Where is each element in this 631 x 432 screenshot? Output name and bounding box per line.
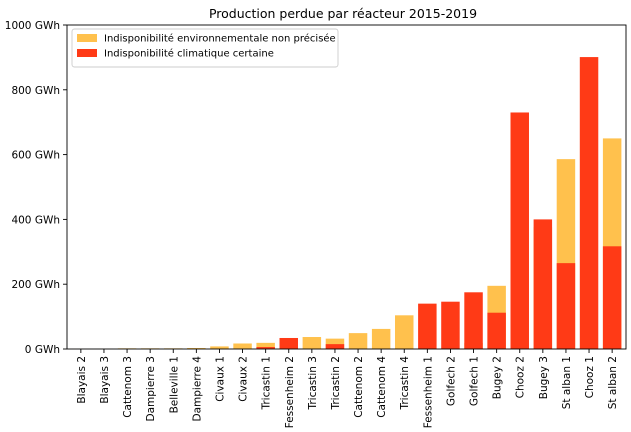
x-tick-label: Fessenheim 1	[422, 356, 434, 428]
x-tick-label: Fessenheim 2	[284, 356, 296, 428]
y-tick-label: 400 GWh	[11, 214, 60, 226]
bars-layer	[71, 57, 622, 350]
bar-environnementale-6	[210, 346, 229, 349]
bar-environnementale-8	[256, 342, 275, 349]
x-tick-label: Dampierre 3	[145, 356, 157, 422]
bar-environnementale-11	[325, 338, 345, 349]
bar-climatique-9	[279, 337, 298, 349]
bar-climatique-18	[487, 312, 506, 349]
x-axis: Blayais 2 Blayais 3 Cattenom 3 Dampierre 3 B…	[76, 349, 619, 428]
y-tick-label: 600 GWh	[11, 150, 60, 162]
x-tick-label: Civaux 1	[214, 356, 226, 402]
legend-swatch-0	[77, 34, 97, 42]
bar-climatique-15	[418, 303, 437, 349]
bar-climatique-20	[533, 219, 553, 349]
x-tick-label: St alban 1	[561, 356, 573, 409]
bar-climatique-22	[579, 57, 599, 350]
x-tick-label: Tricastin 3	[307, 356, 319, 411]
x-tick-label: Golfech 2	[445, 356, 457, 406]
x-tick-label: Tricastin 1	[261, 356, 273, 411]
x-tick-label: Bugey 2	[492, 356, 504, 399]
y-tick-label: 0 GWh	[25, 344, 60, 356]
x-tick-label: Dampierre 4	[191, 356, 203, 422]
x-tick-label: Civaux 2	[238, 356, 250, 402]
bar-climatique-23	[602, 246, 622, 349]
bar-climatique-17	[464, 292, 483, 349]
bar-climatique-11	[325, 344, 345, 349]
bar-environnementale-13	[371, 328, 391, 349]
bar-environnementale-12	[348, 333, 368, 349]
bar-environnementale-7	[233, 343, 252, 349]
bar-climatique-16	[441, 301, 460, 349]
bar-environnementale-10	[302, 337, 322, 349]
bar-environnementale-5	[187, 348, 206, 349]
bar-environnementale-14	[395, 315, 414, 349]
x-tick-label: Chooz 1	[584, 356, 596, 398]
x-tick-label: Cattenom 4	[376, 356, 388, 418]
x-tick-label: Blayais 2	[76, 356, 88, 404]
y-axis: 0 GWh 200 GWh 400 GWh 600 GWh 800 GWh 1000 GW…	[5, 20, 67, 356]
chart-title: Production perdue par réacteur 2015-2019	[209, 6, 477, 21]
y-tick-label: 1000 GWh	[5, 20, 60, 32]
x-tick-label: Tricastin 4	[399, 356, 411, 411]
legend-box	[71, 28, 339, 68]
bar-climatique-8	[256, 347, 275, 349]
x-tick-label: Cattenom 3	[122, 356, 134, 418]
x-tick-label: Bugey 3	[538, 356, 550, 399]
legend: Indisponibilité environnementale non pré…	[71, 28, 339, 68]
bar-climatique-21	[556, 263, 576, 349]
legend-label-1: Indisponibilité climatique certaine	[104, 48, 274, 60]
y-tick-label: 200 GWh	[11, 279, 60, 291]
x-tick-label: Chooz 2	[515, 356, 527, 398]
x-tick-label: Golfech 1	[469, 356, 481, 406]
y-tick-label: 800 GWh	[11, 85, 60, 97]
x-tick-label: St alban 2	[607, 356, 619, 409]
bar-climatique-19	[510, 112, 529, 349]
plot-frame	[66, 24, 627, 350]
x-tick-label: Belleville 1	[168, 356, 180, 413]
legend-label-0: Indisponibilité environnementale non pré…	[104, 33, 336, 45]
legend-swatch-1	[77, 49, 97, 57]
x-tick-label: Blayais 3	[99, 356, 111, 404]
x-tick-label: Tricastin 2	[330, 356, 342, 411]
x-tick-label: Cattenom 2	[353, 356, 365, 418]
